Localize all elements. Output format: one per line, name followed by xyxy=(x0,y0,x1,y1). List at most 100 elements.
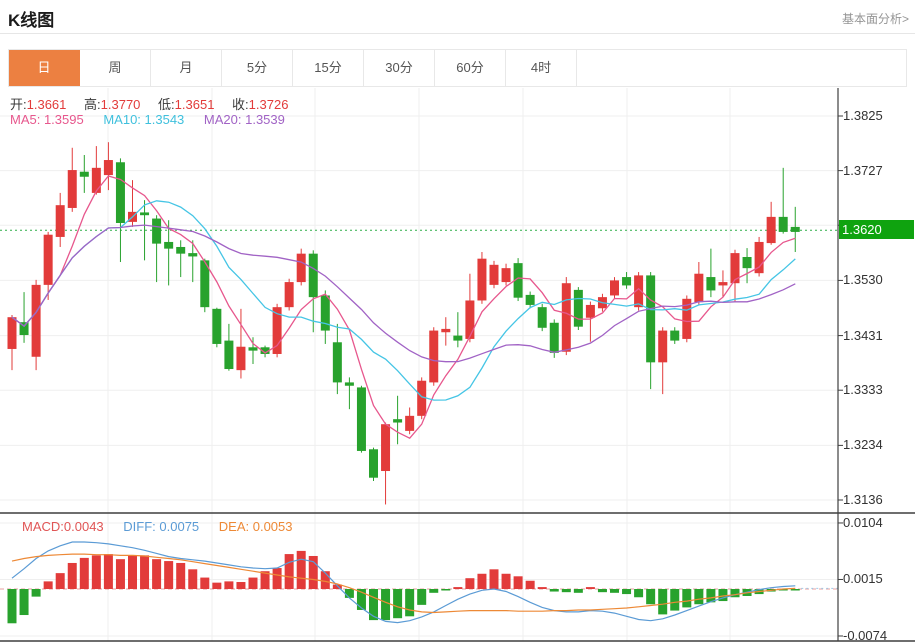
macd-bar xyxy=(224,581,234,589)
macd-bar xyxy=(706,589,716,603)
macd-bar xyxy=(441,589,451,591)
macd-bar xyxy=(513,576,523,589)
macd-bar xyxy=(489,569,499,589)
macd-bar xyxy=(115,559,125,589)
macd-bar xyxy=(164,561,174,589)
candle-body xyxy=(393,419,403,423)
candle-body xyxy=(320,295,330,331)
candle-body xyxy=(344,382,354,386)
candle-body xyxy=(682,298,692,339)
macd-bar xyxy=(405,589,415,617)
macd-bar xyxy=(646,589,656,605)
macd-bar xyxy=(103,554,113,589)
macd-bar xyxy=(79,557,89,589)
macd-bar xyxy=(332,584,342,589)
tab-4hour[interactable]: 4时 xyxy=(506,50,577,86)
macd-bar xyxy=(549,589,559,592)
macd-bar xyxy=(417,589,427,605)
macd-bar xyxy=(585,587,595,589)
tab-week[interactable]: 周 xyxy=(80,50,151,86)
macd-bar xyxy=(7,589,17,624)
ma10-line xyxy=(11,200,796,401)
macd-bar xyxy=(525,580,535,589)
candle-body xyxy=(489,264,499,285)
candle-body xyxy=(610,280,619,296)
candle-body xyxy=(308,253,318,298)
candle-body xyxy=(236,346,246,371)
price-tick-label: 1.3530 xyxy=(843,272,883,288)
candle-body xyxy=(634,275,644,308)
candle-body xyxy=(212,308,222,344)
tab-30min[interactable]: 30分 xyxy=(364,50,435,86)
close-label: 收: xyxy=(232,97,249,112)
macd-bar xyxy=(381,589,391,621)
candle-body xyxy=(296,253,306,283)
macd-value: MACD:0.0043 xyxy=(22,519,104,534)
price-tick-label: 1.3136 xyxy=(843,492,883,507)
macd-bar xyxy=(344,589,354,598)
macd-bar xyxy=(296,550,306,589)
tab-60min[interactable]: 60分 xyxy=(435,50,506,86)
ma10-value: MA10: 1.3543 xyxy=(103,112,185,127)
candle-body xyxy=(658,330,668,363)
macd-bar xyxy=(320,571,330,589)
price-tick-label: 1.3431 xyxy=(843,327,883,343)
page-title: K线图 xyxy=(8,11,55,30)
high-label: 高: xyxy=(84,97,101,112)
macd-bar xyxy=(128,555,137,589)
macd-bar xyxy=(200,577,210,589)
candle-body xyxy=(694,273,704,303)
candle-body xyxy=(188,253,198,257)
candle-body xyxy=(742,257,752,269)
open-value: 1.3661 xyxy=(26,97,67,112)
dea-value: DEA: 0.0053 xyxy=(218,519,293,534)
candle-body xyxy=(356,387,366,451)
macd-bar xyxy=(634,589,644,598)
tab-5min[interactable]: 5分 xyxy=(222,50,293,86)
candle-body xyxy=(31,284,41,357)
macd-bar xyxy=(188,569,198,589)
macd-readout: MACD:0.0043 DIFF: 0.0075 DEA: 0.0053 xyxy=(22,519,293,534)
macd-bar xyxy=(453,587,463,589)
price-tick-label: 1.3727 xyxy=(843,162,883,178)
candle-body xyxy=(224,340,234,370)
macd-bar xyxy=(393,589,403,619)
candle-body xyxy=(513,263,523,298)
candle-body xyxy=(417,380,427,416)
candle-body xyxy=(381,424,391,472)
macd-bar xyxy=(658,589,668,615)
macd-bar xyxy=(31,589,41,597)
candle-body xyxy=(67,170,77,208)
open-label: 开: xyxy=(10,97,27,112)
macd-bar xyxy=(308,555,318,589)
tab-15min[interactable]: 15分 xyxy=(293,50,364,86)
macd-bar xyxy=(670,589,680,611)
candle-body xyxy=(754,241,764,274)
macd-bar xyxy=(537,587,547,589)
candle-body xyxy=(706,277,716,291)
tab-bar-filler xyxy=(577,50,906,86)
candle-body xyxy=(200,260,210,308)
tab-day[interactable]: 日 xyxy=(9,50,80,86)
candle-body xyxy=(525,294,535,305)
candle-body xyxy=(79,171,89,177)
macd-bar xyxy=(465,578,475,589)
price-tick-label: 1.3825 xyxy=(843,108,883,123)
candle-body xyxy=(369,449,378,478)
fundamental-analysis-link[interactable]: 基本面分析> xyxy=(841,12,909,26)
low-label: 低: xyxy=(158,97,175,112)
tab-month[interactable]: 月 xyxy=(151,50,222,86)
close-value: 1.3726 xyxy=(248,97,289,112)
current-price-tag: 1.3620 xyxy=(839,220,914,240)
ma5-line xyxy=(11,175,796,440)
candle-body xyxy=(790,226,800,232)
candle-body xyxy=(405,415,415,431)
candle-body xyxy=(272,307,282,354)
candle-body xyxy=(718,282,728,286)
candle-body xyxy=(55,205,65,237)
macd-bar xyxy=(140,555,150,589)
candle-body xyxy=(332,342,342,383)
macd-bar xyxy=(212,582,222,589)
ma-readout: MA5: 1.3595 MA10: 1.3543 MA20: 1.3539 xyxy=(10,112,285,127)
